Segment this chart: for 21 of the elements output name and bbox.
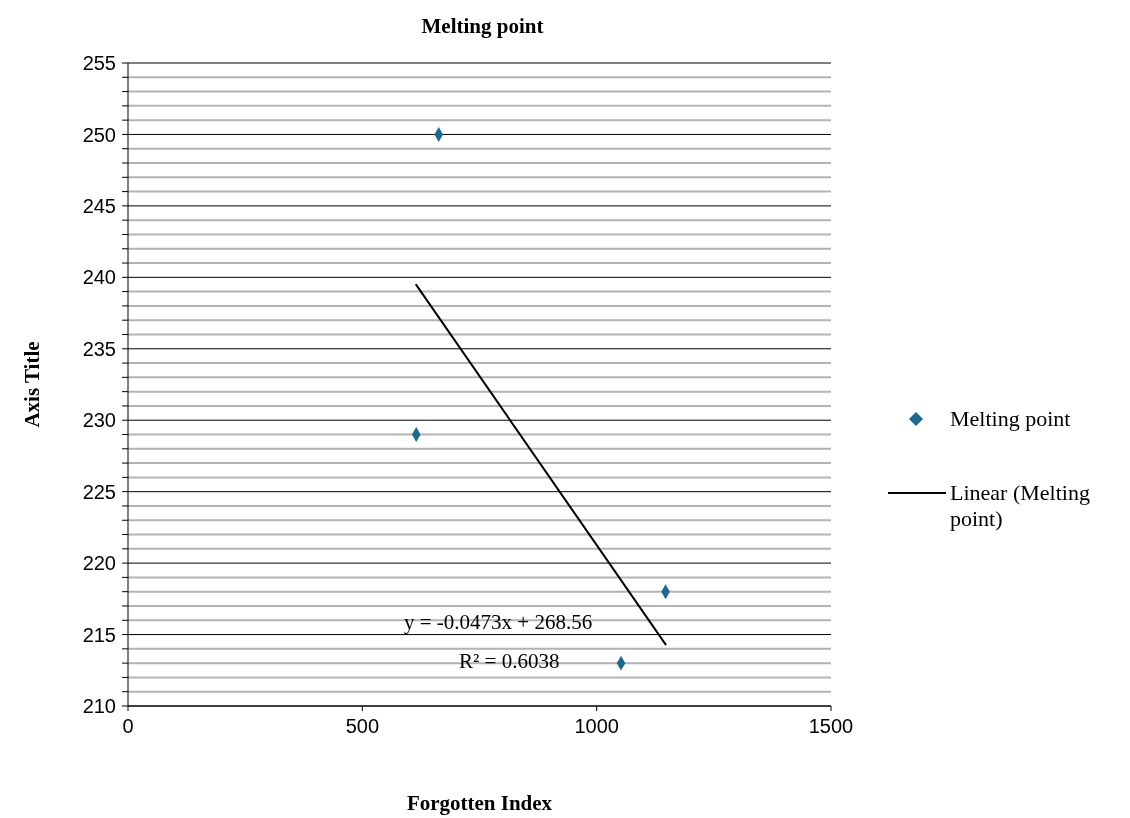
y-tick-label: 210 <box>82 695 116 718</box>
x-axis-title: Forgotten Index <box>406 790 553 815</box>
y-tick-label: 235 <box>82 337 116 360</box>
y-tick-label: 215 <box>82 623 116 646</box>
x-tick-label: 1000 <box>574 715 619 738</box>
chart-title: Melting point <box>420 14 545 39</box>
x-tick-label: 0 <box>122 715 134 738</box>
y-tick-label: 250 <box>82 123 116 146</box>
legend-label: Linear (Melting point) <box>950 480 1091 532</box>
x-tick-label: 500 <box>345 715 380 738</box>
legend-label: Melting point <box>950 406 1071 432</box>
y-tick-label: 255 <box>82 52 116 75</box>
x-tick-label: 1500 <box>808 715 854 738</box>
y-axis-title: Axis Title <box>20 341 45 428</box>
y-tick-label: 240 <box>82 266 116 289</box>
y-tick-label: 245 <box>82 194 116 217</box>
annotation: y = -0.0473x + 268.56 <box>404 610 593 634</box>
y-tick-label: 220 <box>82 552 116 575</box>
annotation: R² = 0.6038 <box>459 649 560 673</box>
y-tick-label: 225 <box>82 480 116 503</box>
y-tick-label: 230 <box>82 409 116 432</box>
